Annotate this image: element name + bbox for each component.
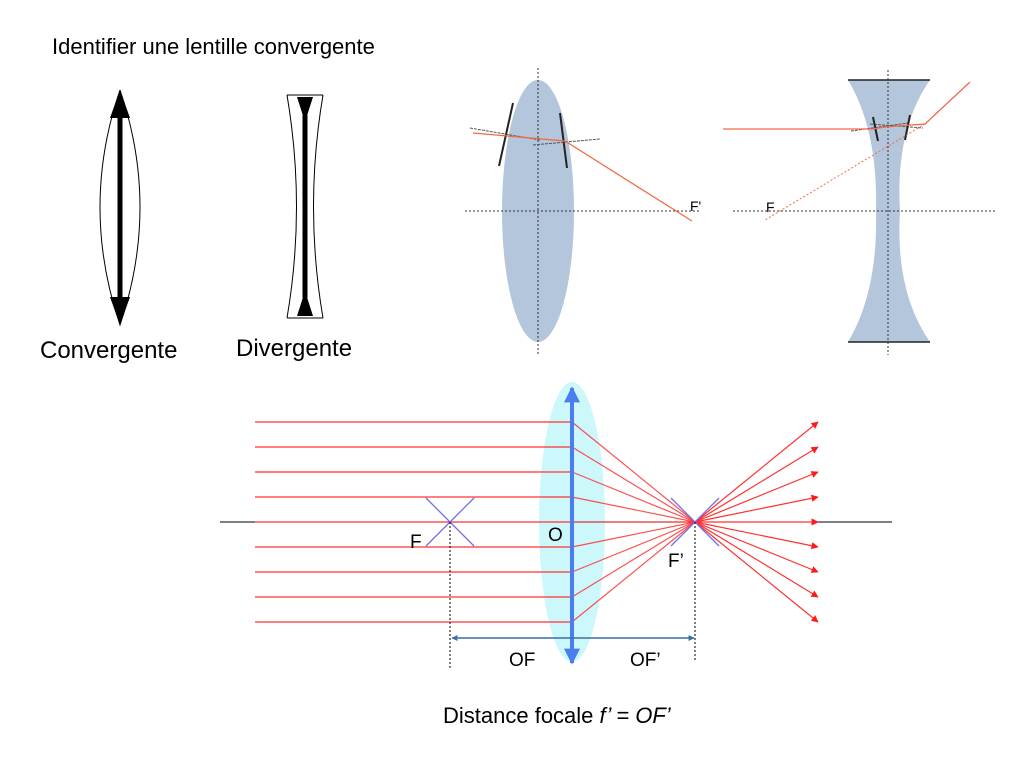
- label-f-small: F: [766, 199, 775, 215]
- caption: Distance focale f’ = OF’: [443, 703, 672, 728]
- label-of: OF: [509, 650, 535, 671]
- emergent-ray: [694, 521, 819, 598]
- label-divergente: Divergente: [236, 335, 352, 362]
- focal-length-diagram: F O F’ OF OF’: [220, 382, 892, 671]
- caption-prefix: Distance focale: [443, 703, 600, 728]
- label-f-prime-small: F': [690, 198, 701, 214]
- emergent-ray: [694, 521, 819, 623]
- refracted-ray: [571, 446, 696, 523]
- emergent-ray: [694, 521, 819, 573]
- refracted-ray: [571, 496, 696, 523]
- light-rays: [255, 421, 819, 623]
- emergent-ray: [694, 494, 819, 523]
- refracted-ray: [571, 421, 696, 523]
- refracted-ray: [571, 521, 696, 573]
- label-of-prime: OF’: [630, 650, 661, 671]
- refracted-ray: [571, 521, 696, 623]
- divergent-refraction-diagram: F: [723, 70, 995, 355]
- emergent-ray: [694, 421, 819, 523]
- emergent-ray: [694, 446, 819, 523]
- caption-formula: f’ = OF’: [600, 703, 672, 728]
- convergent-lens-symbol: [99, 89, 141, 327]
- convergent-refraction-diagram: F': [465, 68, 701, 354]
- emergent-ray: [694, 471, 819, 523]
- label-o: O: [548, 525, 563, 546]
- refracted-ray: [571, 521, 696, 598]
- refracted-ray: [571, 521, 696, 548]
- refracted-ray: [571, 471, 696, 523]
- label-convergente: Convergente: [40, 337, 177, 364]
- divergent-lens-symbol: [286, 94, 324, 319]
- emergent-ray: [694, 521, 819, 550]
- label-f-prime: F’: [668, 551, 684, 572]
- label-f: F: [410, 532, 422, 553]
- slide-title: Identifier une lentille convergente: [52, 34, 375, 59]
